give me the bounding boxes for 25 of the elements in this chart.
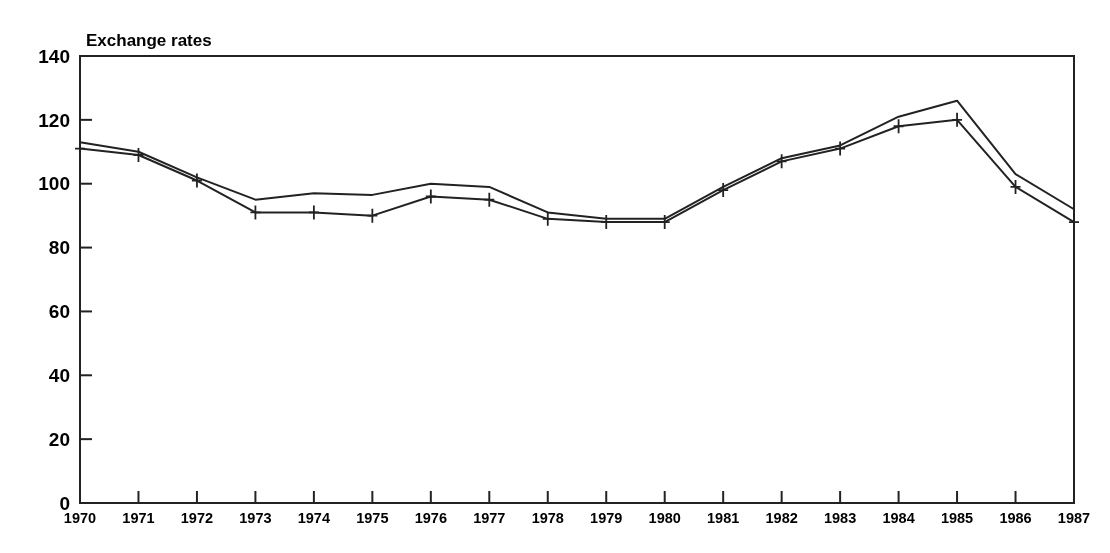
y-tick-label: 20: [48, 428, 70, 450]
x-tick-label: 1979: [590, 510, 623, 526]
x-tick-label: 1983: [823, 510, 857, 526]
x-tick-label: 1982: [765, 510, 798, 526]
x-tick-label: 1974: [297, 510, 331, 526]
y-tick-label: 140: [38, 45, 70, 67]
x-tick-label: 1984: [882, 510, 915, 526]
y-tick-label: 100: [38, 173, 70, 195]
y-tick-label: 40: [48, 364, 70, 386]
x-tick-label: 1972: [180, 510, 214, 526]
y-tick-label: 80: [48, 237, 70, 259]
x-tick-label: 1976: [414, 510, 447, 526]
x-tick-label: 1975: [356, 510, 389, 526]
x-tick-label: 1973: [239, 510, 272, 526]
x-tick-label: 1985: [940, 510, 974, 526]
x-tick-label: 1978: [531, 510, 564, 526]
x-tick-label: 1986: [999, 510, 1032, 526]
y-tick-label: 60: [48, 301, 70, 323]
x-tick-label: 1980: [648, 510, 681, 526]
x-tick-label: 1981: [707, 510, 740, 526]
x-tick-label: 1987: [1057, 510, 1091, 526]
chart-title: Exchange rates: [86, 31, 212, 50]
x-tick-label: 1977: [473, 510, 506, 526]
y-tick-label: 120: [38, 109, 70, 131]
x-tick-label: 1971: [122, 510, 155, 526]
